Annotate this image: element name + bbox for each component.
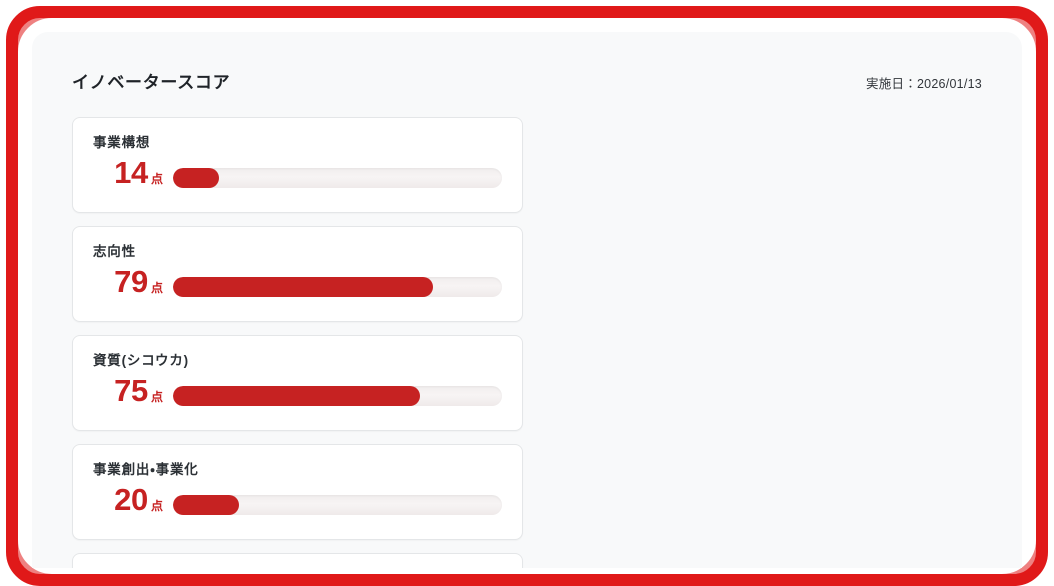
score-bar-fill <box>173 495 239 516</box>
score-bar-fill <box>173 277 433 298</box>
score-unit: 点 <box>150 281 163 296</box>
score-card-label: 志向性 <box>93 244 136 259</box>
innovator-score-page: イノベータースコア 実施日：2026/01/13 事業構想 14 点志向性 79 点資質… <box>32 32 1022 568</box>
score-bar-track <box>173 277 502 298</box>
score-card-label: 事業創出・事業化 <box>93 462 199 477</box>
score-number: 20 <box>114 482 148 518</box>
score-row: 20 点 <box>93 484 502 516</box>
score-number: 79 <box>114 264 148 300</box>
score-card: 志向性 79 点 <box>72 226 523 322</box>
page-header: イノベータースコア 実施日：2026/01/13 <box>32 32 1022 93</box>
score-card-label: 事業構想 <box>93 135 151 150</box>
screenshot-root: イノベータースコア 実施日：2026/01/13 事業構想 14 点志向性 79 点資質… <box>6 6 1048 586</box>
score-number: 75 <box>114 373 148 409</box>
score-unit: 点 <box>150 172 163 187</box>
score-unit: 点 <box>150 390 163 405</box>
score-bar-track <box>173 168 502 189</box>
score-bar-track <box>173 495 502 516</box>
score-value: 20 点 <box>93 484 173 515</box>
score-card: 事業創出・事業化 20 点 <box>72 444 523 540</box>
score-bar-track <box>173 386 502 407</box>
score-value: 79 点 <box>93 266 173 297</box>
score-unit: 点 <box>150 499 163 514</box>
score-card-label: 資質(シコウカ) <box>93 353 189 368</box>
score-bar-fill <box>173 168 220 189</box>
score-card: 資質(シコウカ) 75 点 <box>72 335 523 431</box>
score-row: 79 点 <box>93 266 502 298</box>
score-number: 14 <box>114 155 148 191</box>
score-value: 14 点 <box>93 157 173 188</box>
page-title: イノベータースコア <box>72 73 231 92</box>
score-card: 事業構想 14 点 <box>72 117 523 213</box>
score-row: 14 点 <box>93 157 502 189</box>
exam-date-label: 実施日：2026/01/13 <box>865 77 982 91</box>
score-row: 75 点 <box>93 375 502 407</box>
score-value: 75 点 <box>93 375 173 406</box>
score-bar-fill <box>173 386 420 407</box>
score-card: 成長・拡大〜完成25点 <box>72 553 523 568</box>
score-card-grid: 事業構想14点志向性79点資質(シコウカ)75点事業創出・事業化20点成長・拡大… <box>32 93 1022 568</box>
